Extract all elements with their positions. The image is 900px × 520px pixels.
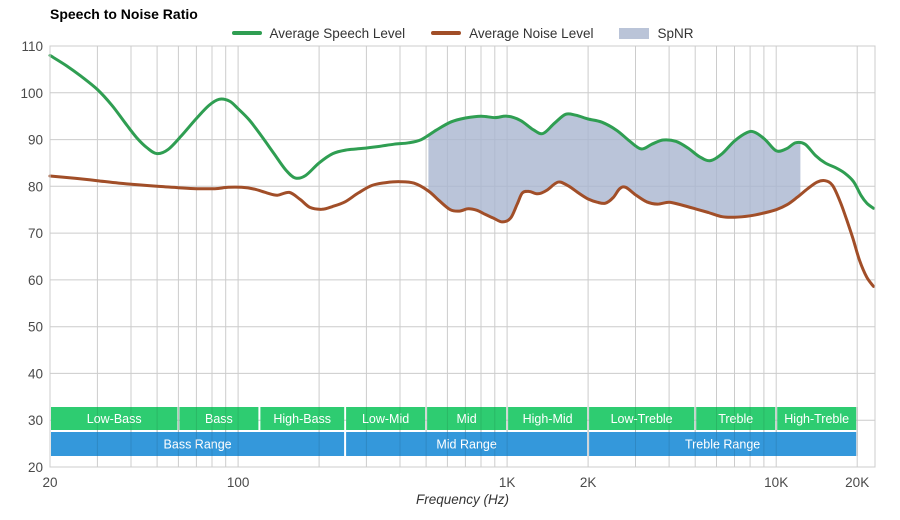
y-tick-label: 50 xyxy=(28,320,43,335)
frequency-bands: Low-Bass Bass High-Bass Low-Mid Mid High-Mid L… xyxy=(51,407,858,456)
tick-labels: 20 100 1K 2K 10K 20K 110 100 90 80 70 60 50 40 30 20 xyxy=(20,39,869,490)
x-tick-label: 20 xyxy=(42,475,57,490)
plot-frame xyxy=(49,45,876,468)
y-tick-label: 90 xyxy=(28,133,43,148)
detail-band-label: High-Mid xyxy=(523,412,573,426)
legend-item-speech: Average Speech Level xyxy=(231,25,406,41)
x-tick-label: 20K xyxy=(845,475,869,490)
spnr-fill-area xyxy=(428,113,801,222)
x-axis-label: Frequency (Hz) xyxy=(415,492,510,507)
detail-band xyxy=(51,407,178,430)
range-band xyxy=(346,432,588,456)
detail-band xyxy=(346,407,426,430)
detail-band-label: High-Bass xyxy=(273,412,331,426)
detail-band xyxy=(427,407,507,430)
range-band-label: Mid Range xyxy=(436,438,496,452)
chart-title: Speech to Noise Ratio xyxy=(50,6,198,22)
legend-label-noise: Average Noise Level xyxy=(469,25,594,41)
legend-item-spnr: SpNR xyxy=(619,26,693,41)
detail-band xyxy=(260,407,345,430)
detail-band xyxy=(179,407,259,430)
range-band xyxy=(51,432,345,456)
legend: Average Speech Level Average Noise Level… xyxy=(50,23,875,43)
speech-line-swatch xyxy=(231,31,262,35)
x-tick-label: 10K xyxy=(764,475,788,490)
y-tick-label: 80 xyxy=(28,179,43,194)
legend-label-spnr: SpNR xyxy=(657,25,694,41)
detail-band-label: Bass xyxy=(205,412,233,426)
y-tick-label: 100 xyxy=(20,86,43,101)
detail-band-label: Treble xyxy=(718,412,753,426)
detail-band-label: Low-Treble xyxy=(611,412,673,426)
detail-band-label: Low-Mid xyxy=(362,412,409,426)
spnr-area-swatch xyxy=(619,27,650,39)
noise-line-swatch xyxy=(431,31,462,35)
detail-band xyxy=(696,407,776,430)
detail-band-label: Low-Bass xyxy=(87,412,142,426)
detail-band-label: Mid xyxy=(457,412,477,426)
detail-band xyxy=(777,407,857,430)
detail-band-label: High-Treble xyxy=(784,412,849,426)
x-tick-label: 100 xyxy=(227,475,250,490)
detail-band xyxy=(508,407,588,430)
y-tick-label: 60 xyxy=(28,273,43,288)
range-band-label: Bass Range xyxy=(164,438,232,452)
gridlines xyxy=(49,45,875,468)
speech-curve xyxy=(48,53,875,210)
range-band-label: Treble Range xyxy=(685,438,760,452)
range-band xyxy=(589,432,857,456)
y-tick-label: 30 xyxy=(28,413,43,428)
detail-band xyxy=(589,407,695,430)
noise-curve xyxy=(48,174,875,288)
y-tick-label: 110 xyxy=(21,39,43,54)
legend-item-noise: Average Noise Level xyxy=(431,26,593,41)
x-tick-label: 2K xyxy=(580,475,597,490)
legend-label-speech: Average Speech Level xyxy=(269,25,406,41)
y-tick-label: 40 xyxy=(28,366,43,381)
y-tick-label: 20 xyxy=(28,460,43,475)
x-tick-label: 1K xyxy=(499,475,516,490)
y-tick-label: 70 xyxy=(28,226,43,241)
